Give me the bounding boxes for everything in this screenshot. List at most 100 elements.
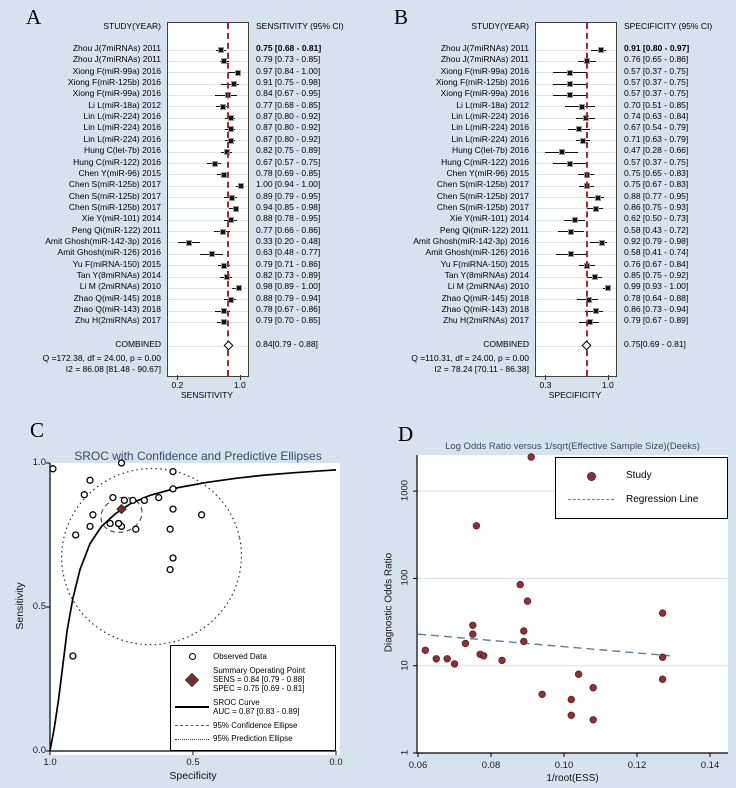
estimate-square-marker: [579, 103, 586, 110]
x-tick-label-1: 1.0: [43, 757, 57, 768]
study-label: Yu F(miRNA-150) 2015: [72, 258, 161, 269]
observed-data-point: [106, 519, 114, 528]
estimate-square-marker: [233, 205, 240, 212]
row-gridline: [168, 60, 248, 62]
study-label: Xiong F(miR-125b) 2016: [435, 77, 529, 88]
study-estimate-text: 0.88 [0.78 - 0.95]: [256, 213, 321, 224]
study-label: Xiong F(miR-125b) 2016: [67, 77, 161, 88]
study-estimate-text: 0.77 [0.68 - 0.85]: [256, 99, 321, 110]
study-label: Zhu H(2miRNAs) 2017: [75, 315, 161, 326]
study-estimate-text: 0.88 [0.79 - 0.94]: [256, 292, 321, 303]
study-estimate-text: 0.97 [0.84 - 1.00]: [256, 65, 321, 76]
row-gridline: [536, 287, 616, 289]
study-point: [421, 646, 429, 654]
row-gridline: [168, 321, 248, 323]
x-axis-tick: [177, 375, 179, 380]
estimate-square-marker: [228, 296, 235, 303]
observed-data-point: [117, 459, 126, 467]
study-estimate-text: 0.58 [0.43 - 0.72]: [624, 224, 689, 235]
x-axis-tick-label: 1.0: [601, 380, 614, 390]
estimate-square-marker: [598, 239, 605, 246]
panel-d-letter: D: [398, 422, 414, 446]
study-label: Li L(miR-18a) 2012: [88, 99, 161, 110]
legend-study-label: Study: [626, 470, 652, 482]
row-gridline: [536, 208, 616, 210]
study-point: [567, 695, 575, 704]
prediction-ellipse-icon: [175, 738, 209, 740]
estimate-square-marker: [236, 285, 243, 292]
estimate-square-marker: [604, 285, 611, 292]
row-gridline: [168, 231, 248, 233]
observed-data-point: [169, 485, 177, 493]
row-gridline: [536, 242, 616, 244]
sroc-title: SROC with Confidence and Predictive Elli…: [74, 449, 322, 463]
study-point: [523, 597, 532, 605]
study-label: Zhou J(7miRNAs) 2011: [72, 54, 161, 65]
y-tick-label: 10: [399, 659, 411, 671]
study-estimate-text: 0.91 [0.75 - 0.98]: [256, 77, 321, 88]
deeks-legend: Study Regression Line: [555, 457, 728, 519]
panel-d-deeks-funnel: D Log Odds Ratio versus 1/sqrt(Effective…: [368, 410, 736, 788]
row-gridline: [168, 287, 248, 289]
study-point: [574, 670, 583, 678]
study-label: Chen S(miR-125b) 2017: [436, 179, 529, 190]
observed-data-point: [86, 476, 94, 484]
study-label: Lin L(miR-224) 2016: [83, 111, 161, 122]
observed-data-point: [169, 505, 177, 513]
study-estimate-text: 0.87 [0.80 - 0.92]: [256, 122, 321, 133]
estimate-square-marker: [230, 81, 237, 88]
row-gridline: [536, 49, 616, 51]
estimate-square-marker: [220, 171, 227, 178]
study-estimate-text: 0.47 [0.28 - 0.66]: [624, 145, 689, 156]
study-estimate-text: 0.78 [0.67 - 0.86]: [256, 304, 321, 315]
estimate-square-marker: [567, 69, 574, 76]
row-gridline: [168, 72, 248, 74]
estimate-square-marker: [568, 228, 575, 235]
deeks-title: Log Odds Ratio versus 1/sqrt(Effective S…: [445, 441, 700, 452]
observed-data-icon: [188, 653, 196, 661]
study-point: [658, 653, 667, 661]
study-label: Chen Y(miR-96) 2015: [78, 167, 161, 178]
study-estimate-text: 0.75 [0.68 - 0.81]: [256, 43, 322, 53]
estimate-square-marker: [219, 228, 226, 235]
y-tick-label-0: 0.0: [32, 745, 46, 756]
study-estimate-text: 0.75 [0.67 - 0.83]: [624, 179, 689, 190]
observed-data-point: [132, 525, 140, 533]
study-point: [461, 639, 470, 648]
combined-diamond-marker: [581, 340, 592, 351]
study-estimate-text: 0.63 [0.48 - 0.77]: [256, 247, 321, 258]
study-estimate-text: 0.57 [0.37 - 0.75]: [624, 156, 689, 167]
study-estimate-text: 0.87 [0.80 - 0.92]: [256, 133, 321, 144]
row-gridline: [168, 299, 248, 301]
study-point: [450, 660, 459, 668]
observed-data-point: [72, 531, 80, 539]
study-label: Zhou J(7miRNAs) 2011: [440, 43, 529, 53]
estimate-square-marker: [597, 47, 604, 53]
study-estimate-text: 0.79 [0.70 - 0.85]: [256, 315, 321, 326]
legend-confidence-ellipse-label: 95% Confidence Ellipse: [213, 720, 298, 730]
study-label: Amit Ghosh(miR-142-3p) 2016: [413, 235, 529, 246]
study-label: Zhao Q(miR-145) 2018: [73, 292, 161, 303]
study-label: Li M (2miRNAs) 2010: [447, 281, 529, 292]
observed-data-point: [80, 491, 88, 499]
estimate-square-marker: [592, 274, 599, 280]
y-tick-label: 100: [399, 569, 411, 586]
observed-data-point: [155, 493, 163, 502]
x-axis-tick: [607, 375, 609, 380]
observed-data-point: [109, 493, 117, 502]
study-label: Xiong F(miR-99a) 2016: [72, 88, 161, 99]
study-label: Lin L(miR-224) 2016: [451, 122, 529, 133]
study-label: Zhou J(7miRNAs) 2011: [72, 43, 161, 53]
study-label: Chen S(miR-125b) 2017: [436, 201, 529, 212]
study-estimate-text: 0.57 [0.37 - 0.75]: [624, 77, 689, 88]
combined-gridline: [536, 345, 616, 347]
observed-data-point: [114, 519, 123, 528]
study-estimate-text: 0.84 [0.67 - 0.95]: [256, 88, 321, 99]
observed-data-point: [86, 522, 94, 531]
study-point-icon: [586, 471, 596, 481]
estimate-square-marker: [229, 194, 236, 201]
combined-estimate-text: 0.75[0.69 - 0.81]: [624, 339, 686, 349]
row-gridline: [168, 219, 248, 221]
estimate-square-marker: [571, 217, 578, 224]
